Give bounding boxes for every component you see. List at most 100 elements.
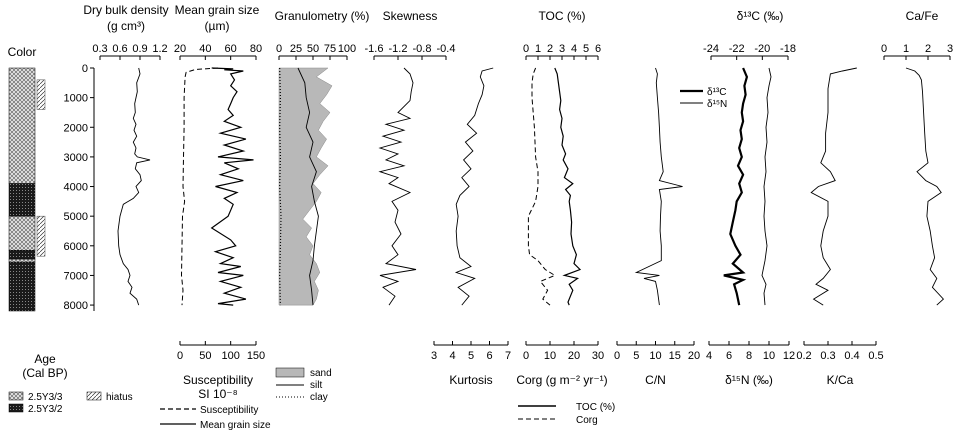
skew-top-tick-label: -0.4 <box>437 43 456 55</box>
granulometry-series-clay <box>279 67 282 306</box>
skew-bottom-tick-label: 3 <box>431 350 437 362</box>
grain-bottom-tick-label: 0 <box>177 350 183 362</box>
isotopes-top-tick-label: -20 <box>754 43 770 55</box>
color-legend-swatch <box>86 391 102 401</box>
isotopes-title: δ¹³C (‰) <box>737 9 784 23</box>
panel-granulometry: Granulometry (%) 0 25 50 75 100 <box>275 9 370 306</box>
isotopes-bottom-tick-label: 12 <box>783 350 795 362</box>
cafe-top-tick-label: 1 <box>903 43 909 55</box>
isotopes-bottom-tick-label: 6 <box>726 350 732 362</box>
isotopes-bottom-tick-label: 8 <box>746 350 752 362</box>
age-tick-label: 6000 <box>64 241 88 253</box>
granulometry-title: Granulometry (%) <box>275 9 370 23</box>
age-axis-title: Age <box>34 352 56 366</box>
toc-top-tick-label: 6 <box>595 43 601 55</box>
dbd-series-Dry bulk density <box>117 67 151 306</box>
toc-series-TOC (%) <box>554 67 582 306</box>
toc-bottom-tick-label: 10 <box>544 350 556 362</box>
grain-legend-label: Susceptibility <box>200 405 258 416</box>
color-unit <box>8 261 36 312</box>
color-unit <box>8 67 36 184</box>
toc-legend-label: TOC (%) <box>576 402 615 413</box>
skew-top-tick-label: -1.6 <box>365 43 384 55</box>
cafe-top-tick-label: 3 <box>947 43 953 55</box>
isotopes-top-tick-label: -18 <box>780 43 796 55</box>
isotopes-top-tick-label: -22 <box>729 43 745 55</box>
age-tick-label: 3000 <box>64 152 88 164</box>
granulometry-series-silt <box>297 67 319 306</box>
panel-grain: Mean grain size (µm) 20 40 60 80 0 50 100 150 Susc… <box>174 3 265 401</box>
cn-bottom-tick-label: 5 <box>633 350 639 362</box>
isotopes-bottom-tick-label: 10 <box>763 350 775 362</box>
skew-bottom-axis-title: Kurtosis <box>449 373 492 387</box>
grain-top-tick-label: 60 <box>225 43 237 55</box>
skew-bottom-tick-label: 5 <box>468 350 474 362</box>
cn-bottom-tick-label: 10 <box>649 350 661 362</box>
dbd-title: Dry bulk density <box>83 3 168 17</box>
toc-top-tick-label: 0 <box>523 43 529 55</box>
toc-top-tick-label: 2 <box>547 43 553 55</box>
isotope-legend-label: δ¹⁵N <box>707 99 727 110</box>
age-tick-label: 5000 <box>64 211 88 223</box>
cn-bottom-tick-label: 15 <box>669 350 681 362</box>
kca-series-K/Ca <box>810 67 857 306</box>
granulometry-legend-swatch <box>275 367 305 378</box>
kca-bottom-tick-label: 0.2 <box>796 350 811 362</box>
cafe-series-Ca/Fe <box>905 67 945 306</box>
cn-bottom-tick-label: 0 <box>614 350 620 362</box>
color-legend-label: 2.5Y3/3 <box>28 392 63 403</box>
color-column-title: Color <box>8 45 37 59</box>
granulometry-top-tick-label: 25 <box>290 43 302 55</box>
granulometry-series-sand <box>278 67 333 306</box>
kca-bottom-tick-label: 0.3 <box>820 350 835 362</box>
age-tick-label: 0 <box>82 63 88 75</box>
toc-bottom-tick-label: 30 <box>592 350 604 362</box>
grain-top-tick-label: 80 <box>250 43 262 55</box>
grain-bottom-tick-label: 150 <box>247 350 265 362</box>
cafe-title: Ca/Fe <box>906 9 939 23</box>
grain-top-tick-label: 20 <box>174 43 186 55</box>
grain-bottom-axis-subtitle: SI 10⁻⁸ <box>198 387 237 401</box>
color-unit <box>8 183 36 217</box>
isotopes-bottom-tick-label: 4 <box>706 350 712 362</box>
color-legend-swatch <box>8 403 24 413</box>
cn-series-C/N <box>634 67 683 306</box>
cafe-top-tick-label: 2 <box>925 43 931 55</box>
toc-title: TOC (%) <box>538 9 585 23</box>
skew-series-Skewness <box>378 67 417 306</box>
toc-top-tick-label: 3 <box>559 43 565 55</box>
skew-top-tick-label: -0.8 <box>413 43 432 55</box>
toc-top-tick-label: 1 <box>535 43 541 55</box>
kca-bottom-tick-label: 0.5 <box>868 350 883 362</box>
grain-series-Mean grain size <box>210 67 254 306</box>
granulometry-top-tick-label: 100 <box>338 43 356 55</box>
age-axis-unit: (Cal BP) <box>22 366 67 380</box>
grain-bottom-tick-label: 100 <box>221 350 239 362</box>
proxy-panels: Dry bulk density(g cm³)0.3 0.6 0.9 1.2Mean … <box>83 3 953 431</box>
kca-bottom-tick-label: 0.4 <box>844 350 859 362</box>
dbd-top-tick-label: 0.9 <box>132 43 147 55</box>
granulometry-legend-label: sand <box>310 368 332 379</box>
color-legend-label: 2.5Y3/2 <box>28 404 63 415</box>
age-tick-label: 4000 <box>64 182 88 194</box>
panel-dbd: Dry bulk density (g cm³)0.3 0.6 0.9 1.2 <box>83 3 169 306</box>
color-unit <box>8 258 36 263</box>
isotopes-series-δ¹³C <box>723 67 749 306</box>
toc-top-tick-label: 5 <box>583 43 589 55</box>
toc-legend-label: Corg <box>576 415 598 426</box>
cn-bottom-tick-label: 20 <box>688 350 700 362</box>
color-legend-label: hiatus <box>106 392 133 403</box>
dbd-top-tick-label: 0.3 <box>92 43 107 55</box>
age-tick-label: 1000 <box>64 93 88 105</box>
skew-bottom-tick-label: 7 <box>505 350 511 362</box>
skew-top-tick-label: -1.2 <box>389 43 408 55</box>
color-unit <box>8 250 36 260</box>
isotopes-top-tick-label: -24 <box>703 43 719 55</box>
age-tick-label: 7000 <box>64 270 88 282</box>
hiatus-marker <box>36 79 46 110</box>
grain-title-unit: (µm) <box>205 19 230 33</box>
granulometry-legend-label: clay <box>310 392 328 403</box>
panel-cn: 0 5 10 15 20 C/N <box>614 67 700 387</box>
skew-title: Skewness <box>383 9 438 23</box>
